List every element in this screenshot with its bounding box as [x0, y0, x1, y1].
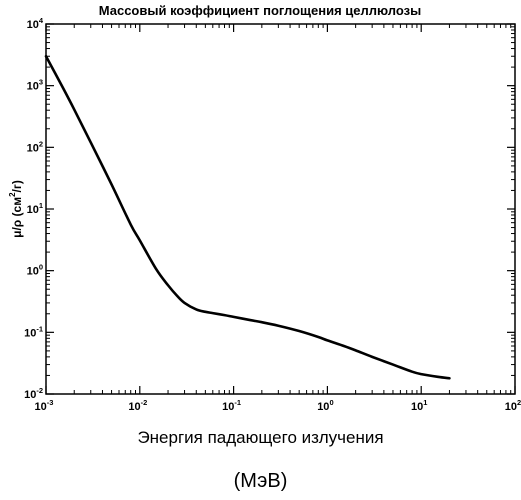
x-tick-base: 10 — [128, 401, 140, 413]
x-tick-exp: 2 — [517, 398, 521, 407]
y-tick-label: 10-1 — [24, 324, 43, 339]
axis-ticks — [46, 24, 515, 394]
x-tick-exp: -3 — [47, 398, 54, 407]
y-tick-label: 102 — [27, 139, 43, 154]
x-tick-exp: 1 — [423, 398, 427, 407]
y-tick-label: 100 — [27, 263, 43, 278]
y-tick-base: 10 — [24, 389, 36, 401]
y-tick-label: 101 — [27, 201, 43, 216]
x-tick-label: 10-3 — [35, 398, 54, 413]
y-tick-exp: 4 — [39, 16, 44, 25]
x-axis-label: Энергия падающего излучения — [0, 428, 521, 448]
x-tick-base: 10 — [411, 401, 423, 413]
y-tick-label: 10-2 — [24, 386, 43, 401]
x-tick-base: 10 — [505, 401, 517, 413]
x-tick-label: 101 — [411, 398, 427, 413]
x-tick-label: 10-1 — [222, 398, 241, 413]
y-tick-label: 103 — [27, 78, 43, 93]
series-line — [46, 56, 449, 378]
y-tick-base: 10 — [27, 81, 39, 93]
y-tick-base: 10 — [27, 142, 39, 154]
y-tick-exp: 2 — [39, 139, 43, 148]
y-tick-exp: 1 — [39, 201, 43, 210]
x-tick-base: 10 — [222, 401, 234, 413]
x-tick-exp: -2 — [141, 398, 148, 407]
x-tick-label: 100 — [317, 398, 333, 413]
y-axis-label-main: μ/ρ (см — [10, 197, 24, 238]
x-tick-label: 10-2 — [128, 398, 147, 413]
y-tick-exp: -2 — [36, 386, 43, 395]
y-tick-base: 10 — [24, 327, 36, 339]
y-tick-base: 10 — [27, 204, 39, 216]
y-tick-label: 104 — [27, 16, 44, 31]
x-tick-exp: 0 — [329, 398, 333, 407]
y-tick-exp: -1 — [36, 324, 43, 333]
x-tick-base: 10 — [35, 401, 47, 413]
x-tick-base: 10 — [317, 401, 329, 413]
y-axis-label: μ/ρ (см2/г) — [8, 180, 24, 238]
tick-labels: 10-310-210-110010110210-210-110010110210… — [24, 16, 521, 413]
y-tick-base: 10 — [27, 266, 39, 278]
x-axis-unit: (МэВ) — [0, 470, 521, 493]
y-axis-label-tail: /г) — [10, 180, 24, 192]
y-tick-exp: 0 — [39, 263, 43, 272]
data-lines — [46, 56, 449, 378]
y-tick-exp: 3 — [39, 78, 43, 87]
chart-title: Массовый коэффициент поглощения целлюлоз… — [99, 3, 421, 18]
y-tick-base: 10 — [27, 19, 39, 31]
x-tick-label: 102 — [505, 398, 521, 413]
x-tick-exp: -1 — [234, 398, 241, 407]
plot-frame — [46, 24, 515, 394]
